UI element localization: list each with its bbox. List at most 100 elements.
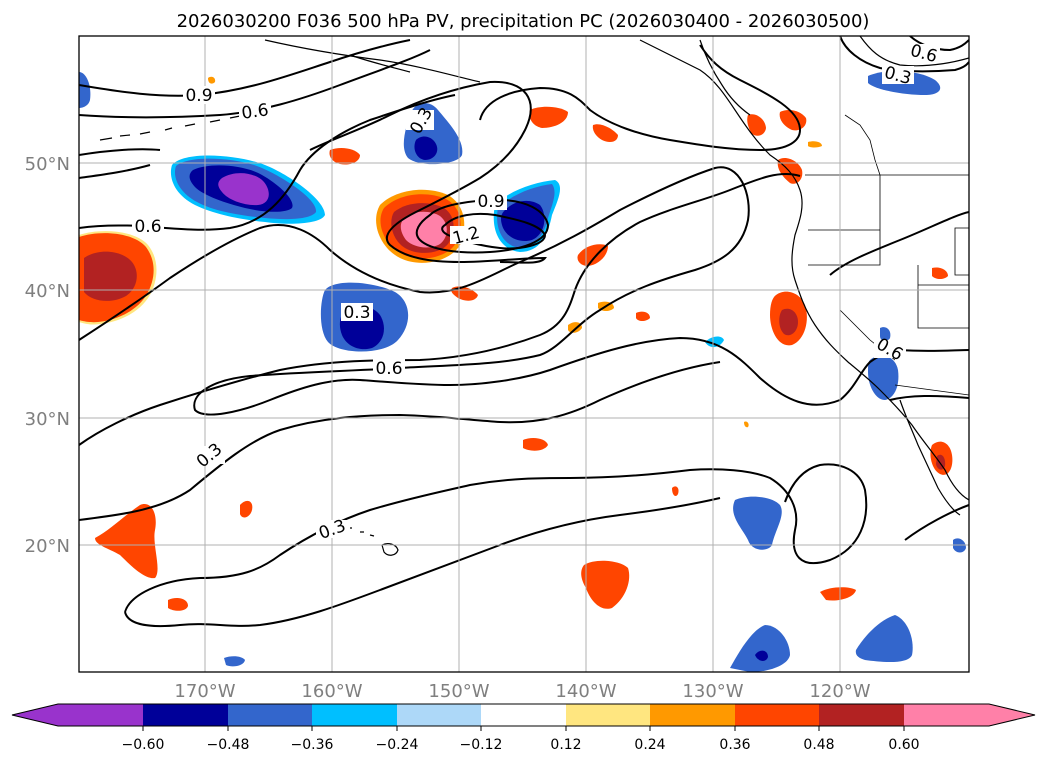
colorbar-outline bbox=[11, 703, 1036, 727]
contour-0.3-upper bbox=[479, 44, 802, 152]
province-border bbox=[844, 114, 881, 176]
precip-area-positive bbox=[932, 267, 948, 279]
contour-0.9-north bbox=[79, 39, 411, 97]
contour-label-bg bbox=[239, 102, 271, 120]
state-border bbox=[917, 265, 969, 329]
precip-area-positive bbox=[820, 587, 856, 601]
lon-label: 170°W bbox=[174, 681, 235, 702]
precip-area-positive bbox=[592, 124, 618, 143]
precip-area-positive bbox=[672, 486, 679, 496]
state-border bbox=[808, 175, 881, 266]
precip-area-positive bbox=[329, 147, 360, 165]
colorbar-label: −0.36 bbox=[291, 737, 334, 753]
contour-0.9-loop bbox=[309, 80, 547, 264]
precip-area-positive bbox=[95, 504, 158, 579]
precip-area-positive bbox=[808, 141, 822, 148]
contour-label: 0.9 bbox=[185, 86, 212, 106]
map-title: 2026030200 F036 500 hPa PV, precipitatio… bbox=[177, 11, 870, 32]
precip-area-positive bbox=[208, 76, 216, 84]
contour-label-bg bbox=[341, 303, 373, 321]
colorbar-label: 0.36 bbox=[719, 737, 750, 753]
contour-label-bg bbox=[373, 359, 405, 377]
colorbar-extend-high bbox=[989, 704, 1035, 726]
colorbar-cell bbox=[904, 704, 989, 726]
precipitation-shading bbox=[79, 71, 966, 672]
island bbox=[381, 543, 399, 556]
lat-label: 50°N bbox=[25, 154, 70, 175]
gridlines bbox=[79, 36, 969, 672]
contour-label-bg bbox=[882, 66, 914, 84]
lon-label: 150°W bbox=[428, 681, 489, 702]
state-border bbox=[954, 227, 969, 276]
precip-area-negative bbox=[224, 656, 245, 667]
precip-area-positive bbox=[636, 311, 650, 321]
colorbar-cell bbox=[819, 704, 904, 726]
precip-area-positive bbox=[747, 114, 766, 136]
colorbar-label: 0.48 bbox=[803, 737, 834, 753]
map-frame bbox=[78, 35, 970, 673]
colorbar-cell bbox=[566, 704, 650, 726]
contour-1.2 bbox=[441, 212, 547, 250]
contour-0.3-east bbox=[889, 394, 969, 401]
colorbar-cell bbox=[228, 704, 312, 726]
precip-area-positive bbox=[400, 211, 447, 248]
coastline bbox=[859, 36, 969, 67]
precip-area-positive bbox=[581, 560, 630, 609]
contour-label-bg bbox=[183, 86, 215, 104]
coastline bbox=[99, 115, 241, 141]
lon-label: 140°W bbox=[555, 681, 616, 702]
lon-axis-labels: 170°W 160°W 150°W 140°W 130°W 120°W bbox=[174, 681, 870, 702]
precip-area-positive bbox=[168, 598, 188, 611]
contour-label: 0.6 bbox=[240, 100, 270, 124]
contour-0.3-right bbox=[904, 504, 969, 541]
colorbar-label: −0.60 bbox=[122, 737, 165, 753]
precip-area-positive bbox=[744, 421, 749, 428]
contour-label: 0.3 bbox=[343, 303, 370, 323]
coastline bbox=[264, 39, 481, 83]
lon-label: 130°W bbox=[682, 681, 743, 702]
contour-label: 0.6 bbox=[134, 217, 161, 237]
coastlines bbox=[99, 36, 969, 556]
colorbar-cell bbox=[735, 704, 819, 726]
lon-label: 160°W bbox=[301, 681, 362, 702]
contour-label-bg bbox=[908, 44, 940, 62]
contour-label: 0.6 bbox=[375, 359, 402, 379]
colorbar-cell bbox=[312, 704, 397, 726]
colorbar-label: −0.12 bbox=[460, 737, 503, 753]
precip-area-negative bbox=[705, 336, 724, 348]
precip-area-negative bbox=[414, 136, 438, 160]
coastline bbox=[639, 39, 969, 501]
map-panel: 0.9 0.6 0.3 0.6 0.9 1.2 0.3 0.6 0.3 0.3 … bbox=[25, 35, 970, 702]
precip-area-negative bbox=[733, 496, 782, 550]
colorbar-label: 0.60 bbox=[888, 737, 919, 753]
contour-0.9-west bbox=[79, 148, 161, 156]
colorbar-label: 0.24 bbox=[634, 737, 665, 753]
contour-label: 0.9 bbox=[477, 192, 504, 212]
contour-label-bg bbox=[450, 226, 482, 244]
colorbar-label: −0.48 bbox=[207, 737, 250, 753]
precip-area-positive bbox=[240, 500, 253, 518]
precip-area-negative bbox=[218, 173, 269, 206]
contour-label-bg bbox=[132, 217, 164, 235]
contour-0.3-ne bbox=[839, 36, 969, 73]
contour-0.3-south bbox=[79, 361, 721, 521]
precip-area-positive bbox=[529, 106, 568, 128]
colorbar-label: −0.24 bbox=[376, 737, 419, 753]
map-background bbox=[79, 36, 969, 672]
precip-area-negative bbox=[880, 327, 891, 341]
colorbar-cell bbox=[397, 704, 481, 726]
precip-area-negative bbox=[855, 615, 913, 663]
island bbox=[350, 527, 375, 537]
coastline bbox=[349, 54, 411, 73]
precip-area-positive bbox=[568, 322, 582, 333]
contour-0.6-ne bbox=[909, 36, 969, 52]
lat-label: 30°N bbox=[25, 409, 70, 430]
precip-area-positive bbox=[523, 437, 548, 451]
contour-0.3-sbottom bbox=[124, 497, 721, 628]
lat-label: 40°N bbox=[25, 281, 70, 302]
colorbar-cell bbox=[58, 704, 143, 726]
precip-area-positive bbox=[777, 158, 803, 184]
contour-labels: 0.9 0.6 0.3 0.6 0.9 1.2 0.3 0.6 0.3 0.3 … bbox=[132, 41, 940, 544]
lon-label: 120°W bbox=[809, 681, 870, 702]
contour-label-bg bbox=[316, 520, 348, 538]
